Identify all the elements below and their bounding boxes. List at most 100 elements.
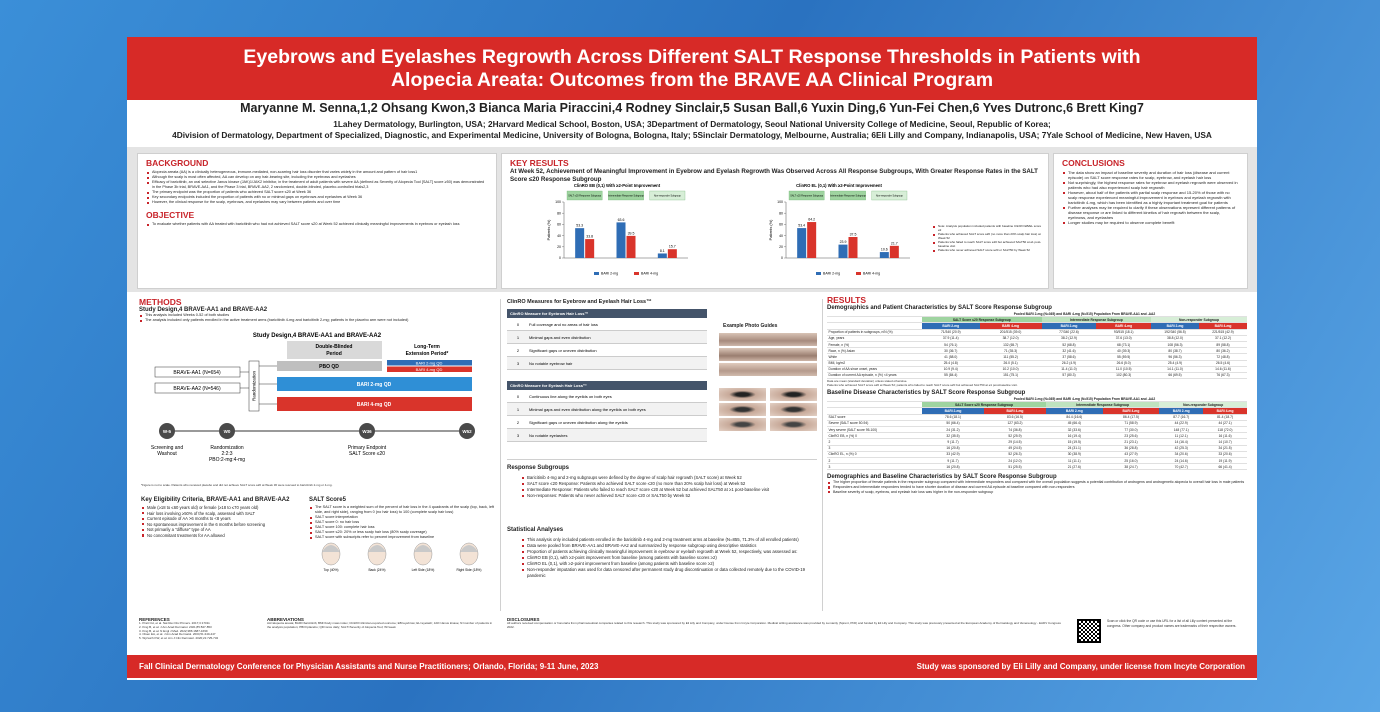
bar bbox=[848, 237, 858, 258]
table-row: 3 16 (20.8) 51 (25.5) 21 (27.6) 38 (24.7) 70 … bbox=[827, 463, 1247, 471]
arm-bar bbox=[277, 377, 472, 391]
cell: 14.1 (11.0) bbox=[1151, 366, 1199, 373]
cell: Duration of current AA episode, n (%) <4… bbox=[827, 372, 922, 380]
table-header: ClinRO Measure for Eyebrow Hair Loss™ bbox=[507, 309, 707, 318]
cell: 11.0 (10.5) bbox=[1096, 366, 1152, 373]
qr-code[interactable] bbox=[1077, 619, 1101, 643]
cell: 21 (27.6) bbox=[1045, 463, 1103, 471]
bullet: Patients who achieved SALT score ≤20 (no… bbox=[932, 232, 1042, 240]
cell bbox=[827, 407, 922, 415]
heading: CONCLUSIONS bbox=[1062, 158, 1125, 168]
qr-text: Scan or click the QR code or use this UR… bbox=[1107, 619, 1237, 628]
group-row: SALT Score ≤20 Response Subgroup Intermed… bbox=[827, 401, 1247, 409]
diagram-label: W0 bbox=[224, 429, 231, 434]
diagram-label: Randomization bbox=[252, 371, 257, 402]
bar-chart: ClinRO EB (0,1) With ≥2-Point Improvemen… bbox=[547, 183, 688, 276]
category-label: Intermediate Response Subgroup bbox=[830, 195, 866, 198]
cell: 71 (58.9) bbox=[1102, 420, 1160, 428]
table-row: 2 Significant gaps or uneven distribution bbox=[507, 344, 707, 357]
cell: 25.4 (4.8) bbox=[922, 360, 980, 367]
table-row: BMI, kg/m2 25.4 (4.8) 26.0 (5.1) 26.2 (4.9)… bbox=[827, 360, 1247, 367]
cell bbox=[827, 311, 922, 318]
cell: 41 (58.0) bbox=[922, 353, 980, 361]
category-box bbox=[830, 190, 866, 201]
arrow bbox=[240, 365, 277, 405]
category-label: Non-responder Subgroup bbox=[876, 195, 904, 198]
subheading: Baseline Disease Characteristics by SALT… bbox=[827, 390, 1026, 397]
statistics: Statistical Analyses This analysis only … bbox=[507, 527, 817, 579]
scalp-area bbox=[414, 545, 432, 552]
group-row: Pooled BARI 2-mg (N=365) and BARI 4-mg (… bbox=[827, 396, 1247, 403]
column-header: BARI 2-mg bbox=[922, 407, 984, 415]
value-label: 53.3 bbox=[576, 224, 583, 228]
column-header: BARI 4-mg bbox=[1199, 322, 1247, 330]
methods: METHODS Study Design,4 BRAVE-AA1 and BRA… bbox=[137, 295, 499, 615]
cell: 77/340 (22.6) bbox=[1041, 329, 1097, 336]
cell: 40 (39.3) bbox=[1096, 347, 1152, 355]
table-row: Severe (SALT score 50-94) 50 (66.4) 127 (6… bbox=[827, 420, 1247, 428]
bar bbox=[616, 222, 626, 258]
affiliations: 1Lahey Dermatology, Burlington, USA; 2Ha… bbox=[127, 119, 1257, 141]
cell: Race, n (%) Asian bbox=[827, 347, 922, 355]
column-header: BARI 4-mg bbox=[1203, 407, 1247, 415]
y-tick-label: 60 bbox=[779, 223, 783, 227]
subheading: SALT Score5 bbox=[309, 497, 346, 503]
bullets: The higher proportion of female patients… bbox=[827, 480, 1249, 494]
affiliation: 1Lahey Dermatology, Burlington, USA; 2Ha… bbox=[333, 119, 1051, 129]
salt-section: SALT Score5 The SALT score is a weighted… bbox=[309, 497, 495, 579]
diagram-label: BARI 4-mg QD bbox=[357, 402, 392, 408]
column-header: BARI 2-mg bbox=[922, 322, 980, 330]
chart-title: ClinRO EL (0,1) With ≥2-Point Improvemen… bbox=[796, 183, 882, 188]
cell: 37.9 (11.4) bbox=[922, 335, 980, 342]
cell: 23 (25.6) bbox=[1102, 432, 1160, 440]
y-tick-label: 0 bbox=[781, 256, 783, 260]
cell: 38.7 (12.0) bbox=[979, 335, 1042, 342]
category-box bbox=[871, 190, 908, 201]
bullet: ClinRO EB (0,1), with ≥2-point improveme… bbox=[521, 555, 817, 561]
cell: 44 (22.9) bbox=[1159, 420, 1204, 428]
diagram-label: W36 bbox=[362, 429, 372, 434]
value-label: 53.4 bbox=[798, 224, 805, 228]
bullet: Not primarily a "diffuse" type of AA bbox=[141, 527, 301, 533]
score: 0 bbox=[516, 321, 520, 327]
bullet: The higher proportion of female patients… bbox=[827, 480, 1249, 485]
cell: 16 (20.8) bbox=[922, 463, 984, 471]
cell: 43 (27.9) bbox=[1102, 451, 1160, 458]
diagram-label: PBO QD bbox=[319, 364, 339, 370]
diagram-label: BRAVE-AA1 (N=654) bbox=[173, 370, 221, 376]
cell: 118 (72.0) bbox=[1203, 426, 1247, 434]
middle-column: ClinRO Measures for Eyebrow and Eyelash … bbox=[507, 299, 819, 615]
bullet: Hair loss involving ≥50% of the scalp, a… bbox=[141, 511, 301, 517]
legend-swatch bbox=[856, 272, 861, 275]
scalp-label: Right Side (18%) bbox=[457, 568, 482, 572]
y-tick-label: 0 bbox=[559, 256, 561, 260]
bullet: Non-responder imputation was used for da… bbox=[521, 567, 817, 579]
description: Minimal gaps and even distribution along… bbox=[529, 406, 646, 412]
group-header: Intermediate Response Subgroup bbox=[1041, 316, 1152, 324]
cell: 42 (25.3) bbox=[1159, 445, 1204, 452]
cell: 44 (27.1) bbox=[1203, 420, 1247, 428]
value-label: 33.8 bbox=[586, 235, 593, 239]
bar bbox=[575, 228, 585, 258]
affiliation: 4Division of Dermatology, Department of … bbox=[172, 130, 1212, 140]
cell: 102 (80.3) bbox=[1096, 372, 1152, 380]
line: Patients who achieved SALT score ≤20 at … bbox=[827, 383, 1018, 388]
table-row: SALT score 78.6 (18.1) 83.6 (16.5) 84.4 (16… bbox=[827, 414, 1247, 421]
category-label: Non-responder Subgroup bbox=[654, 195, 682, 198]
cell: 14 (16.4) bbox=[1159, 438, 1204, 446]
cell: 71/340 (20.9) bbox=[922, 329, 980, 336]
bullets: The data show an impact of baseline seve… bbox=[1062, 170, 1239, 225]
bullet: Efficacy of baricitinib, an oral selecti… bbox=[146, 180, 488, 190]
subheading: Response Subgroups bbox=[507, 465, 570, 471]
diagram-label: Extension Period* bbox=[406, 351, 449, 357]
bullet: SALT score 100: complete hair loss bbox=[309, 525, 495, 530]
footer-left: Fall Clinical Dermatology Conference for… bbox=[139, 662, 599, 671]
diagram-label: PBO:2-mg:4-mg bbox=[209, 457, 245, 463]
week-marker bbox=[219, 423, 235, 439]
text: AA=alopecia areata; BARI=baricitinib; BM… bbox=[267, 621, 493, 629]
group-header: SALT Score ≤20 Response Subgroup bbox=[922, 401, 1046, 409]
cell: 14.6 (11.6) bbox=[1199, 366, 1247, 373]
description: Significant gaps or uneven distribution bbox=[529, 347, 597, 353]
bar bbox=[879, 252, 889, 258]
category-box bbox=[608, 190, 644, 201]
